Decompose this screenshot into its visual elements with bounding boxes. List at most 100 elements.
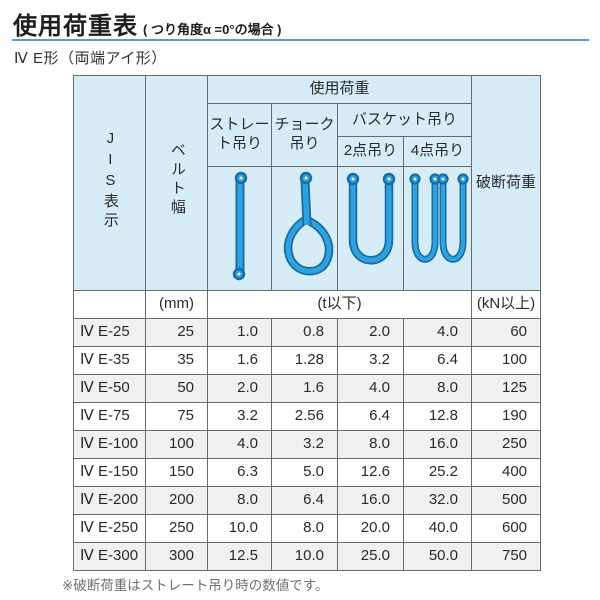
col-header-jis: JIS表示: [73, 75, 146, 291]
breaking-load-value: 250: [471, 430, 542, 459]
choke-load-value: 5.0: [271, 458, 338, 487]
breaking-load-value: 100: [471, 346, 542, 375]
unit-jis-empty: [73, 290, 146, 319]
straight-load-value: 6.3: [207, 458, 272, 487]
straight-load-value: 10.0: [207, 514, 272, 543]
basket2-load-value: 8.0: [337, 430, 404, 459]
unit-belt-width: (mm): [145, 290, 208, 319]
jis-code: Ⅳ E-75: [73, 402, 146, 431]
table-row: Ⅳ E-250 250 10.0 8.0 20.0 40.0 600: [73, 514, 542, 543]
choke-hitch-cell: [271, 166, 338, 291]
page-title-note: ( つり角度α =0°の場合 ): [143, 22, 282, 37]
basket2-load-value: 6.4: [337, 402, 404, 431]
jis-code: Ⅳ E-200: [73, 486, 146, 515]
belt-width-value: 50: [145, 374, 208, 403]
choke-load-value: 8.0: [271, 514, 338, 543]
breaking-load-value: 60: [471, 318, 542, 347]
table-row: Ⅳ E-150 150 6.3 5.0 12.6 25.2 400: [73, 458, 542, 487]
table-basket-split-row: 2点吊り 4点吊り: [74, 136, 541, 167]
choke-load-value: 3.2: [271, 430, 338, 459]
unit-breaking-load: (kN以上): [471, 290, 542, 319]
choke-load-value: 6.4: [271, 486, 338, 515]
basket4-load-value: 4.0: [402, 318, 473, 347]
basket-4point-cell: [402, 166, 473, 291]
page-header: 使用荷重表 ( つり角度α =0°の場合 ): [13, 6, 282, 41]
choke-load-value: 10.0: [271, 542, 338, 571]
breaking-load-footnote: ※破断荷重はストレート吊り時の数値です。: [62, 578, 329, 593]
table-row: Ⅳ E-35 35 1.6 1.28 3.2 6.4 100: [73, 346, 542, 375]
table-row: Ⅳ E-50 50 2.0 1.6 4.0 8.0 125: [73, 374, 542, 403]
basket4-load-value: 32.0: [402, 486, 473, 515]
belt-width-value: 75: [145, 402, 208, 431]
belt-width-value: 35: [145, 346, 208, 375]
basket4-load-value: 12.8: [402, 402, 473, 431]
table-row: Ⅳ E-200 200 8.0 6.4 16.0 32.0 500: [73, 486, 542, 515]
jis-code: Ⅳ E-25: [73, 318, 146, 347]
col-header-belt-width: ベルト幅: [145, 75, 208, 291]
table-row: Ⅳ E-300 300 12.5 10.0 25.0 50.0 750: [73, 542, 542, 571]
basket4-load-value: 8.0: [402, 374, 473, 403]
working-load-table: JIS表示 ベルト幅 使用荷重 破断荷重 ストレート吊り チョーク吊り バスケッ…: [73, 75, 542, 571]
col-header-jis-label: JIS表示: [101, 129, 119, 231]
jis-code: Ⅳ E-35: [73, 346, 146, 375]
breaking-load-value: 125: [471, 374, 542, 403]
basket4-load-value: 6.4: [402, 346, 473, 375]
col-header-basket-4pt: 4点吊り: [402, 136, 473, 167]
basket2-load-value: 3.2: [337, 346, 404, 375]
table-row: Ⅳ E-75 75 3.2 2.56 6.4 12.8 190: [73, 402, 542, 431]
breaking-load-value: 400: [471, 458, 542, 487]
straight-hitch-icon: [232, 171, 247, 280]
basket2-load-value: 4.0: [337, 374, 404, 403]
straight-load-value: 2.0: [207, 374, 272, 403]
belt-width-value: 100: [145, 430, 208, 459]
title-divider: [12, 39, 589, 41]
table-row: Ⅳ E-100 100 4.0 3.2 8.0 16.0 250: [73, 430, 542, 459]
units-row: (mm) (t以下) (kN以上): [73, 290, 542, 319]
belt-width-value: 150: [145, 458, 208, 487]
col-header-straight: ストレート吊り: [207, 103, 272, 167]
straight-load-value: 8.0: [207, 486, 272, 515]
table-header-row: JIS表示 ベルト幅 使用荷重 破断荷重: [73, 75, 542, 291]
col-header-basket-2pt: 2点吊り: [337, 136, 404, 167]
choke-load-value: 0.8: [271, 318, 338, 347]
basket-4point-icon: [408, 173, 469, 263]
col-header-choke: チョーク吊り: [271, 103, 338, 167]
belt-width-value: 300: [145, 542, 208, 571]
hitch-icon-row: [74, 166, 541, 291]
breaking-load-value: 190: [471, 402, 542, 431]
straight-load-value: 4.0: [207, 430, 272, 459]
jis-code: Ⅳ E-50: [73, 374, 146, 403]
jis-code: Ⅳ E-100: [73, 430, 146, 459]
basket4-load-value: 25.2: [402, 458, 473, 487]
basket2-load-value: 2.0: [337, 318, 404, 347]
straight-load-value: 1.0: [207, 318, 272, 347]
basket2-load-value: 20.0: [337, 514, 404, 543]
choke-load-value: 1.6: [271, 374, 338, 403]
belt-width-value: 250: [145, 514, 208, 543]
col-header-basket: バスケット吊り: [336, 103, 473, 137]
col-header-working-load: 使用荷重: [206, 75, 473, 104]
choke-load-value: 1.28: [271, 346, 338, 375]
col-header-breaking-load: 破断荷重: [471, 75, 542, 291]
col-header-belt-width-label: ベルト幅: [168, 142, 186, 219]
straight-load-value: 1.6: [207, 346, 272, 375]
basket4-load-value: 50.0: [402, 542, 473, 571]
belt-width-value: 200: [145, 486, 208, 515]
breaking-load-value: 600: [471, 514, 542, 543]
basket4-load-value: 40.0: [402, 514, 473, 543]
basket4-load-value: 16.0: [402, 430, 473, 459]
basket-2point-cell: [337, 166, 404, 291]
table-subheader-row: ストレート吊り チョーク吊り バスケット吊り: [74, 103, 541, 167]
jis-code: Ⅳ E-150: [73, 458, 146, 487]
page-title: 使用荷重表: [13, 13, 138, 40]
model-subtitle: Ⅳ E形（両端アイ形）: [14, 50, 167, 67]
straight-load-value: 3.2: [207, 402, 272, 431]
breaking-load-value: 750: [471, 542, 542, 571]
breaking-load-value: 500: [471, 486, 542, 515]
basket2-load-value: 12.6: [337, 458, 404, 487]
belt-width-value: 25: [145, 318, 208, 347]
straight-load-value: 12.5: [207, 542, 272, 571]
basket2-load-value: 25.0: [337, 542, 404, 571]
jis-code: Ⅳ E-300: [73, 542, 146, 571]
